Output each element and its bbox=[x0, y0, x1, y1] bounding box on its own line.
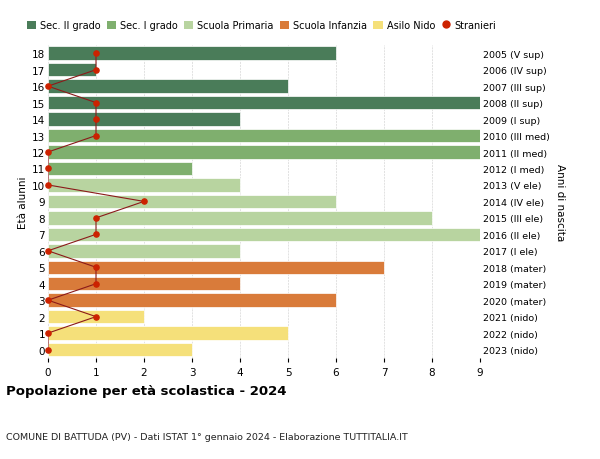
Point bbox=[91, 313, 101, 321]
Point bbox=[43, 330, 53, 337]
Point bbox=[91, 133, 101, 140]
Text: COMUNE DI BATTUDA (PV) - Dati ISTAT 1° gennaio 2024 - Elaborazione TUTTITALIA.IT: COMUNE DI BATTUDA (PV) - Dati ISTAT 1° g… bbox=[6, 431, 408, 441]
Point bbox=[91, 280, 101, 288]
Point bbox=[43, 346, 53, 353]
Bar bbox=[48, 195, 336, 209]
Point bbox=[91, 215, 101, 222]
Point bbox=[43, 182, 53, 189]
Bar bbox=[48, 212, 432, 225]
Point bbox=[91, 116, 101, 123]
Point bbox=[43, 297, 53, 304]
Point bbox=[43, 83, 53, 90]
Point bbox=[139, 198, 149, 206]
Bar bbox=[48, 146, 480, 159]
Point bbox=[43, 149, 53, 157]
Bar bbox=[48, 64, 96, 77]
Bar bbox=[48, 162, 192, 176]
Bar bbox=[48, 343, 192, 357]
Bar bbox=[48, 47, 336, 61]
Bar bbox=[48, 80, 288, 94]
Bar bbox=[48, 228, 480, 241]
Bar bbox=[48, 310, 144, 324]
Y-axis label: Età alunni: Età alunni bbox=[18, 176, 28, 228]
Y-axis label: Anni di nascita: Anni di nascita bbox=[555, 163, 565, 241]
Bar bbox=[48, 327, 288, 340]
Bar bbox=[48, 113, 240, 127]
Point bbox=[91, 67, 101, 74]
Point bbox=[91, 231, 101, 239]
Point bbox=[91, 264, 101, 271]
Legend: Sec. II grado, Sec. I grado, Scuola Primaria, Scuola Infanzia, Asilo Nido, Stran: Sec. II grado, Sec. I grado, Scuola Prim… bbox=[23, 17, 500, 35]
Bar bbox=[48, 97, 480, 110]
Bar bbox=[48, 294, 336, 307]
Point bbox=[91, 100, 101, 107]
Bar bbox=[48, 261, 384, 274]
Text: Popolazione per età scolastica - 2024: Popolazione per età scolastica - 2024 bbox=[6, 384, 287, 397]
Bar bbox=[48, 179, 240, 192]
Bar bbox=[48, 277, 240, 291]
Bar bbox=[48, 245, 240, 258]
Point bbox=[91, 50, 101, 58]
Point bbox=[43, 247, 53, 255]
Bar bbox=[48, 129, 480, 143]
Point bbox=[43, 165, 53, 173]
